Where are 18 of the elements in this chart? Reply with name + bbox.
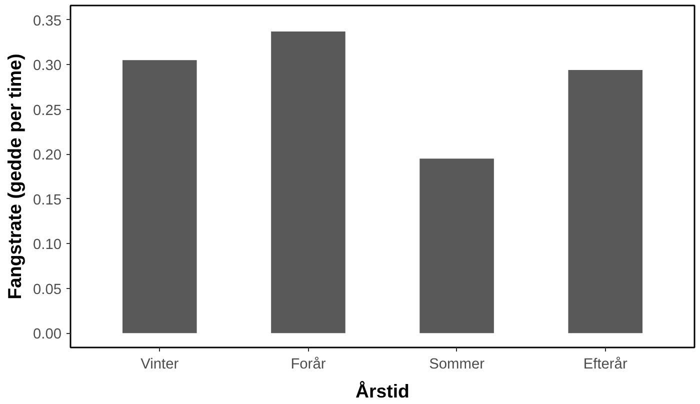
bar [420,158,494,334]
x-tick-label: Forår [290,356,326,372]
y-axis-title: Fangstrate (gedde per time) [4,54,25,300]
y-tick-label: 0.30 [32,58,62,74]
y-tick-label: 0.25 [32,102,62,119]
bar [122,60,197,334]
y-tick-label: 0.05 [32,282,62,298]
y-tick-label: 0.20 [32,148,62,164]
y-tick-label: 0.10 [32,237,62,254]
bar [271,31,346,334]
x-tick-label: Efterår [583,356,628,372]
x-axis-title: Årstid [356,380,410,402]
x-tick-label: Sommer [429,356,485,372]
y-tick-label: 0.00 [32,326,62,343]
x-tick-label: Vinter [140,356,179,372]
bar [568,70,642,334]
y-tick-label: 0.35 [32,13,62,30]
y-tick-label: 0.15 [32,192,62,208]
